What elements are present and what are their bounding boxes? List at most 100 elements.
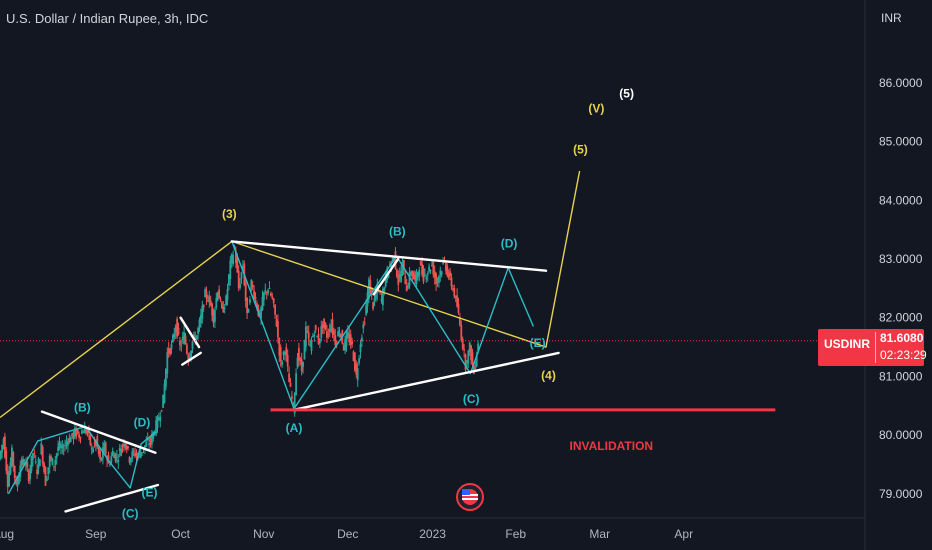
candle-body <box>457 303 460 313</box>
candle-body <box>422 268 425 282</box>
candle-body <box>436 279 439 283</box>
candle-body <box>202 304 205 308</box>
candle-body <box>310 340 313 351</box>
candle-body <box>421 263 423 275</box>
candle-body <box>130 458 132 463</box>
candle-body <box>114 453 117 461</box>
candle-body <box>303 340 306 360</box>
candle-body <box>134 453 136 457</box>
candle-body <box>176 318 178 337</box>
candle-body <box>314 325 317 331</box>
candle-body <box>128 457 131 463</box>
candle-body <box>30 455 33 471</box>
candle-body <box>474 367 477 369</box>
us-flag-icon[interactable] <box>456 483 484 511</box>
candle-body <box>418 269 421 276</box>
price-tick-label: 83.0000 <box>879 252 923 266</box>
price-tick-label: 86.0000 <box>879 76 923 90</box>
candle-body <box>110 456 113 464</box>
candle-body <box>313 334 316 337</box>
candle-body <box>411 270 414 277</box>
candle-body <box>356 368 359 381</box>
candle-body <box>282 351 285 355</box>
candle-body <box>16 481 19 487</box>
candle-body <box>229 260 232 279</box>
candle-body <box>435 273 437 284</box>
trend-line <box>64 483 160 513</box>
candle-body <box>8 472 10 487</box>
candle-body <box>36 469 38 474</box>
candle-body <box>459 317 461 326</box>
candle-body <box>250 279 253 290</box>
candle-body <box>344 339 346 351</box>
candle-body <box>442 262 444 264</box>
candle-body <box>54 459 57 466</box>
candle-body <box>200 315 202 323</box>
candle-body <box>349 334 352 345</box>
candle-body <box>342 345 345 351</box>
candle-body <box>62 450 65 452</box>
candle-body <box>274 304 276 315</box>
candle-body <box>295 373 297 396</box>
candle-body <box>104 442 107 455</box>
candle-body <box>316 336 318 338</box>
candle-body <box>124 443 127 449</box>
candle-body <box>288 373 290 383</box>
candle-body <box>85 429 87 434</box>
price-tick-label: 81.0000 <box>879 369 923 383</box>
candle-body <box>127 446 129 449</box>
candle-body <box>50 456 52 460</box>
candle-body <box>299 358 302 362</box>
candle-body <box>141 452 143 454</box>
candle-body <box>151 433 153 445</box>
candle-body <box>183 332 185 345</box>
candle-body <box>327 333 330 335</box>
candle-body <box>345 334 348 347</box>
candle-body <box>132 450 135 452</box>
last-price-tag[interactable]: USDINR 81.6080 02:23:29 <box>818 329 927 366</box>
candle-body <box>135 452 138 456</box>
time-tick-label: Feb <box>505 527 526 541</box>
candle-body <box>67 441 69 446</box>
candle-body <box>27 470 30 482</box>
trend-line <box>179 316 201 349</box>
candle-body <box>201 305 204 319</box>
trend-line <box>292 351 560 412</box>
candle-body <box>69 437 72 443</box>
candle-body <box>58 442 61 448</box>
candle-body <box>41 446 44 464</box>
candle-body <box>221 302 223 308</box>
candle-body <box>390 262 393 268</box>
time-tick-label: Nov <box>253 527 274 541</box>
symbol-label: USDINR <box>824 337 871 351</box>
candle-body <box>289 382 292 387</box>
candle-body <box>9 461 12 474</box>
candle-body <box>121 445 124 447</box>
candle-body <box>292 403 295 405</box>
candle-body <box>312 335 314 338</box>
candle-body <box>145 441 148 447</box>
time-axis[interactable]: Aug Sep Oct Nov Dec 2023 Feb Mar Apr <box>0 527 693 541</box>
wave-label: (5) <box>573 142 588 156</box>
price-axis[interactable]: 79.0000 80.0000 81.0000 82.0000 83.0000 84.00… <box>879 76 923 501</box>
candle-body <box>18 475 20 484</box>
candle-body <box>222 306 225 313</box>
candle-body <box>383 288 386 292</box>
candle-body <box>191 341 194 349</box>
candle-body <box>179 340 181 345</box>
candle-body <box>425 277 428 280</box>
candle-body <box>163 383 166 403</box>
wave-label: (V) <box>588 101 604 115</box>
candle-body <box>401 262 404 276</box>
candle-body <box>209 300 212 306</box>
candle-body <box>253 290 255 300</box>
candle-body <box>270 293 272 296</box>
candle-body <box>296 357 299 368</box>
candle-body <box>214 309 216 322</box>
candle-body <box>281 361 283 366</box>
candle-body <box>61 444 64 449</box>
candle-body <box>78 434 80 438</box>
candle-body <box>337 331 339 337</box>
